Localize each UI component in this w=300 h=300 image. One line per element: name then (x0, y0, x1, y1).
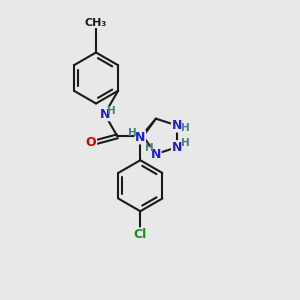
Text: CH₃: CH₃ (85, 17, 107, 28)
Text: N: N (99, 108, 110, 121)
Text: H: H (107, 106, 116, 116)
Text: H: H (181, 138, 190, 148)
Text: H: H (128, 128, 136, 138)
Text: N: N (151, 148, 161, 160)
Text: N: N (172, 141, 182, 154)
Text: Cl: Cl (134, 228, 147, 241)
Text: H: H (181, 123, 190, 134)
Text: O: O (86, 136, 97, 149)
Text: N: N (135, 131, 146, 144)
Text: H: H (145, 143, 154, 153)
Text: N: N (172, 119, 182, 132)
